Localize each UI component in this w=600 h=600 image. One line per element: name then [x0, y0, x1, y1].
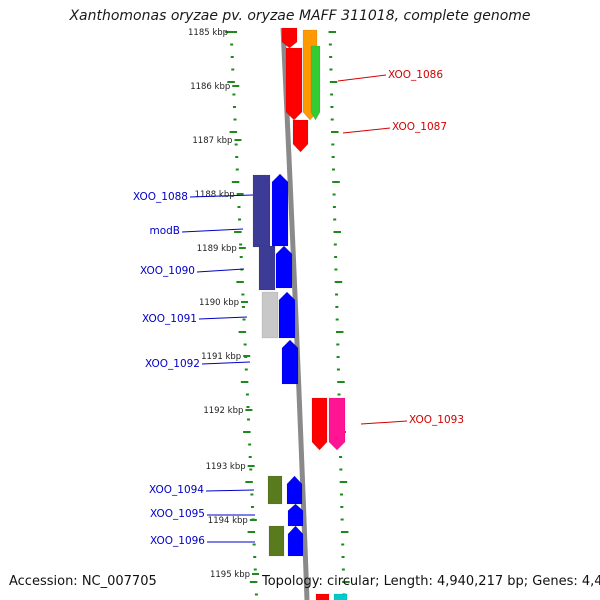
gene-feature — [271, 173, 289, 247]
gene-feature — [286, 475, 303, 505]
kbp-tick-label: 1195 kbp — [210, 570, 250, 580]
gene-feature — [281, 339, 299, 385]
map-title: Xanthomonas oryzae pv. oryzae MAFF 31101… — [69, 8, 531, 24]
gene-label-leader — [189, 194, 254, 198]
gene-feature — [287, 525, 304, 557]
kbp-tick-label: 1187 kbp — [192, 136, 232, 146]
gene-label-leader — [337, 74, 387, 82]
gene-label: XOO_1088 — [133, 191, 188, 203]
gene-feature — [261, 291, 279, 339]
gene-label-leader — [201, 361, 251, 365]
gene-feature — [268, 525, 285, 557]
gene-label: XOO_1095 — [150, 508, 205, 520]
kbp-tick-label: 1189 kbp — [197, 244, 237, 254]
gene-feature — [267, 475, 283, 505]
gene-label: XOO_1087 — [392, 121, 447, 133]
gene-feature — [310, 45, 321, 121]
gene-label: XOO_1091 — [142, 313, 197, 325]
gene-feature — [258, 245, 276, 291]
gene-label-leader — [360, 420, 408, 425]
gene-label: XOO_1086 — [388, 69, 443, 81]
gene-label: modB — [149, 225, 180, 237]
gene-label: XOO_1092 — [145, 358, 200, 370]
kbp-tick-label: 1188 kbp — [195, 190, 235, 200]
kbp-tick-label: 1192 kbp — [203, 406, 243, 416]
kbp-tick-label: 1193 kbp — [206, 462, 246, 472]
gene-feature — [315, 593, 330, 600]
kbp-tick-label: 1185 kbp — [188, 28, 228, 38]
gene-feature — [292, 119, 309, 153]
gene-label: XOO_1094 — [149, 484, 204, 496]
gene-label-leader — [181, 228, 244, 233]
gene-feature — [287, 503, 304, 527]
gene-label-leader — [205, 489, 255, 492]
gene-feature — [278, 291, 296, 339]
gene-feature — [281, 27, 298, 49]
kbp-tick-label: 1186 kbp — [190, 82, 230, 92]
gene-feature — [333, 593, 348, 600]
kbp-tick-label: 1194 kbp — [208, 516, 248, 526]
gene-feature — [252, 174, 271, 248]
gene-label-leader — [196, 268, 245, 273]
gene-label: XOO_1093 — [409, 414, 464, 426]
gene-label: XOO_1090 — [140, 265, 195, 277]
gene-label-leader — [198, 316, 248, 320]
gene-label-leader — [342, 127, 391, 134]
gene-feature — [311, 397, 328, 451]
accession-text: Accession: NC_007705 — [9, 574, 157, 589]
gene-feature — [285, 47, 303, 121]
kbp-tick-label: 1190 kbp — [199, 298, 239, 308]
gene-feature — [328, 397, 346, 451]
gene-label: XOO_1096 — [150, 535, 205, 547]
gene-feature — [275, 245, 293, 289]
topology-text: Topology: circular; Length: 4,940,217 bp… — [262, 574, 600, 589]
kbp-tick-label: 1191 kbp — [201, 352, 241, 362]
